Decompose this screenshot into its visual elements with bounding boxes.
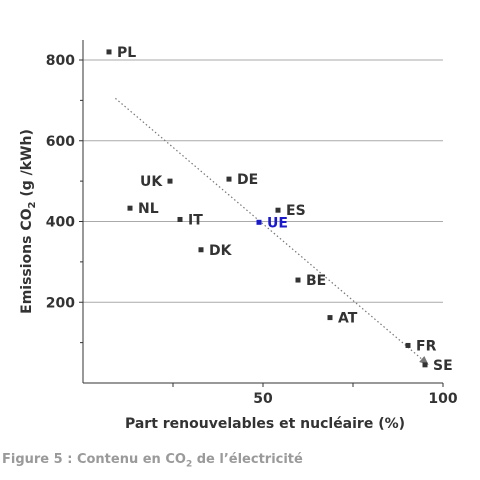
y-tick-label: 600 — [46, 134, 75, 150]
data-point-it — [177, 216, 183, 222]
data-point-be — [295, 277, 301, 283]
data-point-ue — [256, 219, 262, 225]
x-tick-label: 100 — [428, 391, 457, 407]
data-label-pl: PL — [117, 45, 136, 61]
data-label-ue: UE — [267, 215, 288, 231]
data-point-es — [275, 207, 281, 213]
data-label-at: AT — [338, 311, 358, 327]
y-tick-label: 200 — [46, 295, 75, 311]
data-label-nl: NL — [138, 201, 159, 217]
data-label-uk: UK — [140, 174, 163, 190]
y-tick-label: 400 — [46, 215, 75, 231]
data-point-dk — [198, 247, 204, 253]
figure-caption: Figure 5 : Contenu en CO2 de l’électrici… — [2, 452, 303, 470]
data-label-fr: FR — [416, 338, 437, 354]
data-point-de — [226, 176, 232, 182]
x-axis-title: Part renouvelables et nucléaire (%) — [125, 416, 405, 432]
data-point-at — [327, 315, 333, 321]
caption-subscript: 2 — [185, 459, 193, 470]
y-axis-title: Emissions CO2 (g /kWh) — [19, 129, 38, 314]
data-label-dk: DK — [209, 243, 233, 259]
trend-line — [115, 97, 429, 366]
x-tick-label: 50 — [253, 391, 273, 407]
caption-prefix: Figure 5 : Contenu en CO — [2, 452, 186, 467]
data-label-de: DE — [237, 172, 258, 188]
data-point-nl — [127, 205, 133, 211]
data-point-pl — [106, 49, 112, 55]
data-label-be: BE — [306, 273, 326, 289]
data-label-se: SE — [433, 358, 453, 374]
data-label-it: IT — [188, 212, 203, 228]
data-point-fr — [405, 342, 411, 348]
y-tick-label: 800 — [46, 53, 75, 69]
data-point-se — [422, 362, 428, 368]
caption-suffix: de l’électricité — [192, 452, 303, 467]
data-label-es: ES — [286, 203, 306, 219]
data-point-uk — [167, 178, 173, 184]
